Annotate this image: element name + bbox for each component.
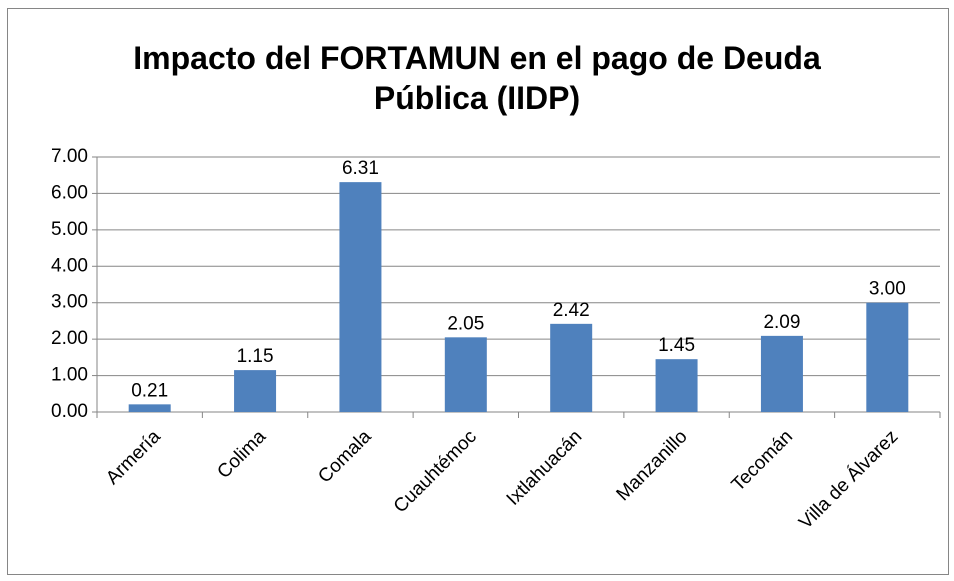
y-tick-label: 0.00: [51, 401, 88, 422]
bar: [128, 404, 171, 412]
bar: [339, 182, 382, 412]
y-tick-label: 6.00: [51, 182, 88, 203]
y-tick-label: 7.00: [51, 146, 88, 167]
chart-title: Impacto del FORTAMUN en el pago de Deuda…: [133, 40, 821, 116]
bar: [655, 359, 698, 412]
bar: [444, 337, 487, 412]
data-label: 1.45: [658, 335, 695, 356]
y-tick-label: 2.00: [51, 328, 88, 349]
data-label: 1.15: [237, 346, 274, 367]
data-label: 0.21: [131, 380, 168, 401]
bar: [866, 302, 909, 412]
data-label: 2.05: [447, 313, 484, 334]
y-tick-label: 1.00: [51, 365, 88, 386]
chart-border: [7, 8, 949, 575]
data-label: 2.42: [553, 300, 590, 321]
bar: [550, 323, 593, 412]
data-label: 3.00: [869, 279, 906, 300]
data-label: 2.09: [763, 312, 800, 333]
bar: [234, 370, 277, 412]
data-label: 6.31: [342, 158, 379, 179]
y-tick-label: 5.00: [51, 219, 88, 240]
bar: [760, 335, 803, 412]
y-tick-label: 4.00: [51, 255, 88, 276]
y-tick-label: 3.00: [51, 292, 88, 313]
